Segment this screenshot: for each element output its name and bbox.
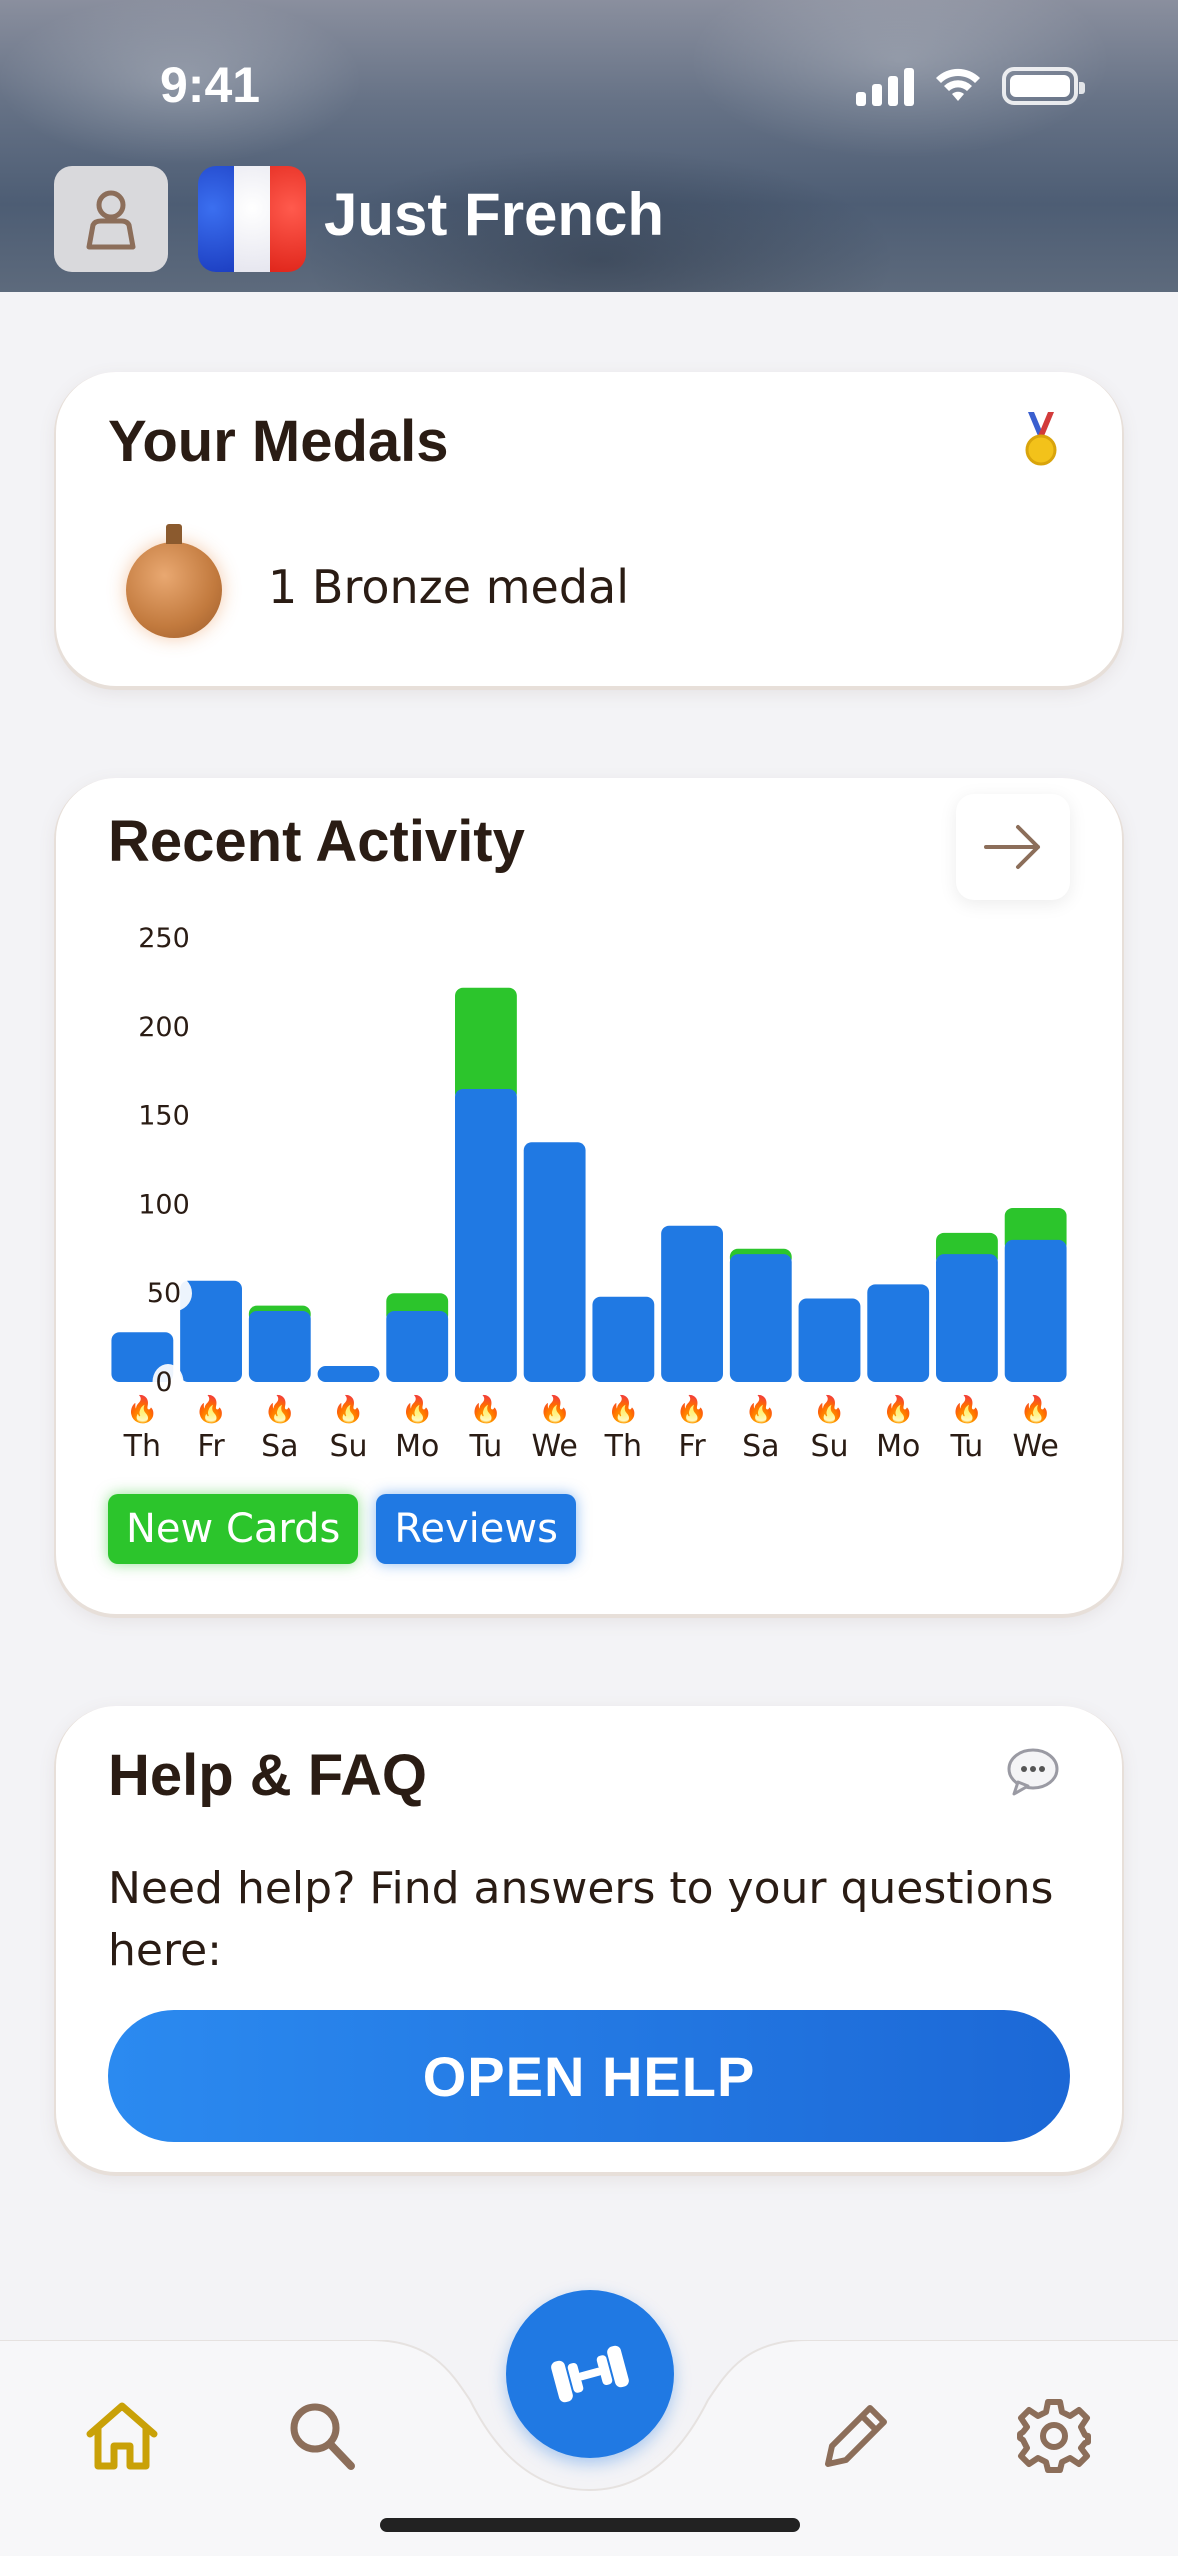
tab-bar — [0, 2340, 1178, 2556]
bar-reviews — [1004, 1239, 1067, 1382]
dumbbell-icon — [551, 2345, 629, 2403]
y-tick-label: 250 — [138, 923, 190, 954]
help-card: Help & FAQ Need help? Find answers to yo… — [56, 1706, 1122, 2172]
profile-button[interactable] — [54, 166, 168, 272]
y-tick-bg — [135, 1008, 201, 1045]
fire-icon: 🔥 — [676, 1394, 708, 1425]
y-tick-label: 0 — [155, 1367, 172, 1398]
x-tick-label: We — [1012, 1429, 1058, 1458]
user-icon — [86, 190, 136, 250]
search-icon — [290, 2403, 355, 2470]
home-indicator — [380, 2518, 800, 2532]
x-tick-label: Su — [810, 1429, 848, 1458]
fire-icon: 🔥 — [126, 1394, 158, 1425]
y-tick-label: 150 — [138, 1101, 190, 1132]
bar-reviews — [936, 1254, 998, 1382]
help-description: Need help? Find answers to your question… — [108, 1863, 1054, 1976]
bar-reviews — [386, 1310, 449, 1382]
bar-reviews — [798, 1298, 861, 1382]
pencil-icon — [825, 2405, 887, 2467]
x-tick-label: Mo — [395, 1429, 439, 1458]
bronze-medal-icon — [126, 524, 222, 638]
gear-icon — [1017, 2399, 1091, 2473]
activity-details-button[interactable] — [956, 794, 1070, 900]
fire-icon: 🔥 — [470, 1394, 502, 1425]
arrow-right-icon — [984, 825, 1040, 869]
app-logo — [198, 166, 306, 272]
status-icons — [856, 64, 1085, 108]
medals-title: Your Medals — [108, 409, 449, 474]
legend-new-cards[interactable]: New Cards — [108, 1494, 359, 1564]
fire-icon: 🔥 — [538, 1394, 570, 1425]
bar-reviews — [867, 1284, 930, 1382]
bar-reviews — [592, 1296, 655, 1382]
y-tick-bg — [135, 920, 201, 956]
bar-reviews — [729, 1254, 792, 1382]
app-header: 9:41 Just French — [0, 0, 1178, 292]
bar-reviews — [455, 1088, 517, 1382]
home-icon — [86, 2402, 158, 2470]
help-title: Help & FAQ — [108, 1743, 428, 1808]
fire-icon: 🔥 — [332, 1394, 364, 1425]
x-tick-label: Su — [329, 1429, 367, 1458]
practice-button[interactable] — [506, 2290, 674, 2458]
medal-icon — [1024, 412, 1058, 479]
x-tick-label: Fr — [678, 1429, 706, 1458]
fire-icon: 🔥 — [264, 1394, 296, 1425]
bar-reviews — [248, 1310, 311, 1382]
bar-reviews — [317, 1366, 380, 1382]
status-time: 9:41 — [160, 57, 261, 113]
fire-icon: 🔥 — [195, 1394, 227, 1425]
chart-legend: New Cards Reviews — [108, 1494, 576, 1564]
x-tick-label: Th — [123, 1429, 161, 1458]
medals-card: Your Medals 1 Bronze medal — [56, 372, 1122, 686]
tab-edit[interactable] — [810, 2396, 902, 2476]
y-tick-label: 50 — [147, 1278, 181, 1309]
recent-activity-card: Recent Activity 🔥 Th 🔥 Fr 🔥 Sa 🔥 Su 🔥 Mo 🔥 Tu 🔥 We 🔥 Th… — [56, 778, 1122, 1614]
y-tick-label: 200 — [138, 1012, 190, 1043]
x-tick-label: Sa — [261, 1429, 298, 1458]
legend-reviews[interactable]: Reviews — [376, 1494, 576, 1564]
speech-bubble-icon — [1006, 1748, 1060, 1800]
y-tick-label: 100 — [138, 1189, 190, 1220]
open-help-button[interactable]: OPEN HELP — [108, 2010, 1070, 2142]
bar-new-cards — [455, 987, 517, 1101]
x-tick-label: Mo — [876, 1429, 920, 1458]
y-tick-bg — [152, 1364, 184, 1400]
bar-reviews — [180, 1280, 242, 1382]
fire-icon: 🔥 — [882, 1394, 914, 1425]
cellular-signal-icon — [856, 66, 914, 106]
bar-reviews — [523, 1142, 586, 1382]
battery-icon — [1002, 67, 1085, 105]
tab-search[interactable] — [276, 2396, 368, 2476]
x-tick-label: We — [531, 1429, 577, 1458]
x-tick-label: Tu — [469, 1429, 503, 1458]
fire-icon: 🔥 — [813, 1394, 845, 1425]
fire-icon: 🔥 — [745, 1394, 777, 1425]
fire-icon: 🔥 — [607, 1394, 639, 1425]
x-tick-label: Fr — [197, 1429, 225, 1458]
tab-settings[interactable] — [1008, 2396, 1100, 2476]
y-tick-bg — [135, 1097, 201, 1134]
x-tick-label: Th — [604, 1429, 642, 1458]
medal-count-text: 1 Bronze medal — [268, 560, 629, 614]
activity-chart: 🔥 Th 🔥 Fr 🔥 Sa 🔥 Su 🔥 Mo 🔥 Tu 🔥 We 🔥 Th 🔥 Fr 🔥 Sa 🔥 Su 🔥 Mo 🔥 Tu 🔥… — [111, 920, 1067, 1458]
wifi-icon — [936, 68, 980, 101]
y-tick-bg — [135, 1186, 201, 1223]
x-tick-label: Sa — [742, 1429, 779, 1458]
tab-home[interactable] — [76, 2396, 168, 2476]
fire-icon: 🔥 — [1019, 1394, 1051, 1425]
x-tick-label: Tu — [950, 1429, 984, 1458]
bar-reviews — [661, 1225, 723, 1382]
y-tick-bg — [144, 1275, 192, 1312]
fire-icon: 🔥 — [951, 1394, 983, 1425]
fire-icon: 🔥 — [401, 1394, 433, 1425]
activity-title: Recent Activity — [108, 809, 525, 874]
app-title: Just French — [324, 181, 665, 248]
